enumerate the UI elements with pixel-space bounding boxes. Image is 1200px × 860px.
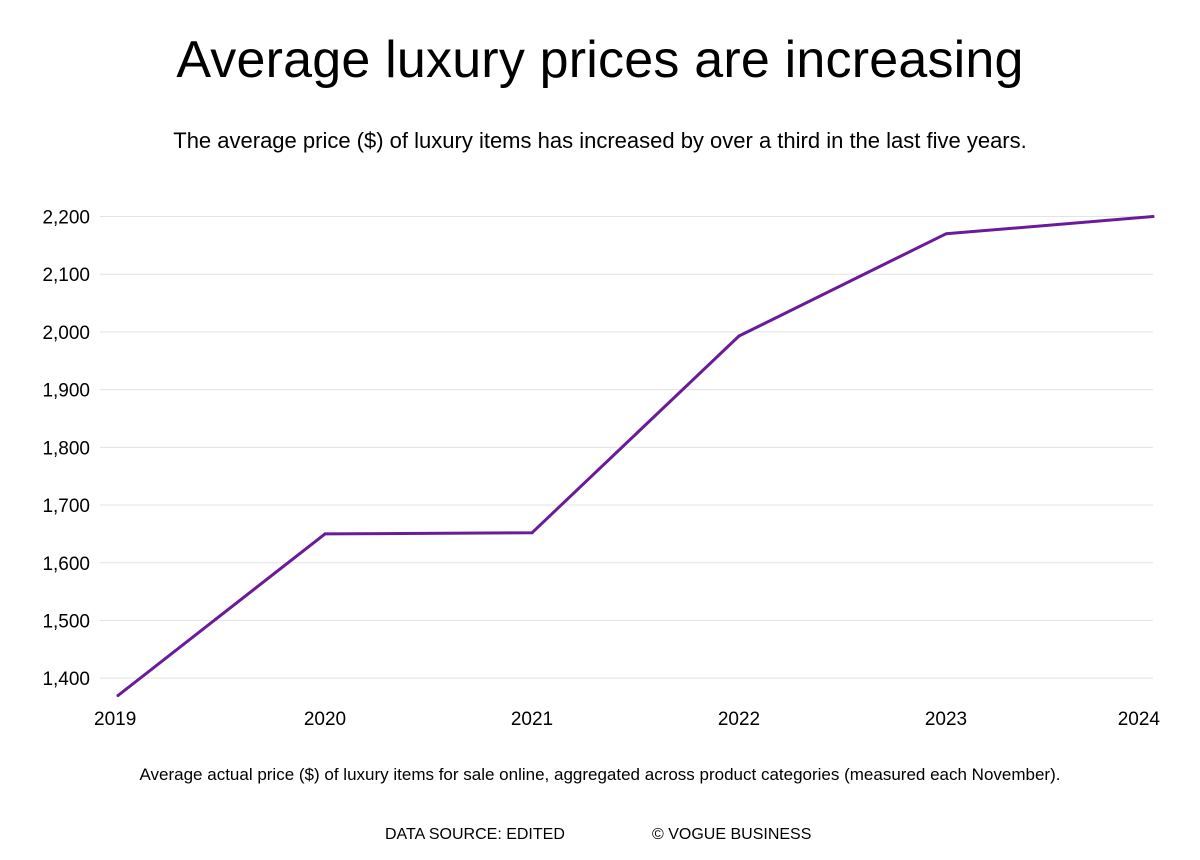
y-tick-label: 1,800 [42, 438, 90, 459]
data-point-2022 [737, 334, 741, 338]
y-tick-label: 2,200 [42, 208, 90, 229]
y-axis-ticks: 1,400 1,500 1,600 1,700 1,800 1,900 2,000 2,100… [42, 208, 90, 691]
series-layer [116, 215, 1155, 697]
x-tick-label: 2021 [511, 709, 553, 730]
x-tick-label: 2024 [1118, 709, 1161, 730]
y-tick-label: 2,000 [42, 323, 90, 344]
x-tick-label: 2019 [94, 709, 136, 730]
x-axis-ticks: 2019 2020 2021 2022 2023 2024 [94, 709, 1160, 730]
x-tick-label: 2020 [304, 709, 346, 730]
grid-lines [100, 216, 1153, 679]
x-tick-label: 2022 [718, 709, 760, 730]
data-point-2023 [944, 232, 948, 236]
y-tick-label: 1,400 [42, 669, 90, 690]
copyright-credit: © VOGUE BUSINESS [652, 826, 812, 843]
chart-title: Average luxury prices are increasing [176, 31, 1024, 89]
chart-subtitle: The average price ($) of luxury items ha… [173, 128, 1027, 153]
data-point-2021 [530, 531, 534, 535]
y-tick-label: 1,700 [42, 496, 90, 517]
data-point-2024 [1151, 215, 1155, 218]
y-tick-label: 1,900 [42, 381, 90, 402]
y-tick-label: 1,600 [42, 554, 90, 575]
y-tick-label: 2,100 [42, 265, 90, 286]
data-point-2019 [116, 694, 120, 697]
data-point-2020 [323, 532, 327, 536]
data-source: DATA SOURCE: EDITED [385, 826, 565, 843]
series-line-0 [116, 215, 1155, 697]
chart-caption: Average actual price ($) of luxury items… [139, 765, 1061, 784]
y-tick-label: 1,500 [42, 611, 90, 632]
x-tick-label: 2023 [925, 709, 967, 730]
